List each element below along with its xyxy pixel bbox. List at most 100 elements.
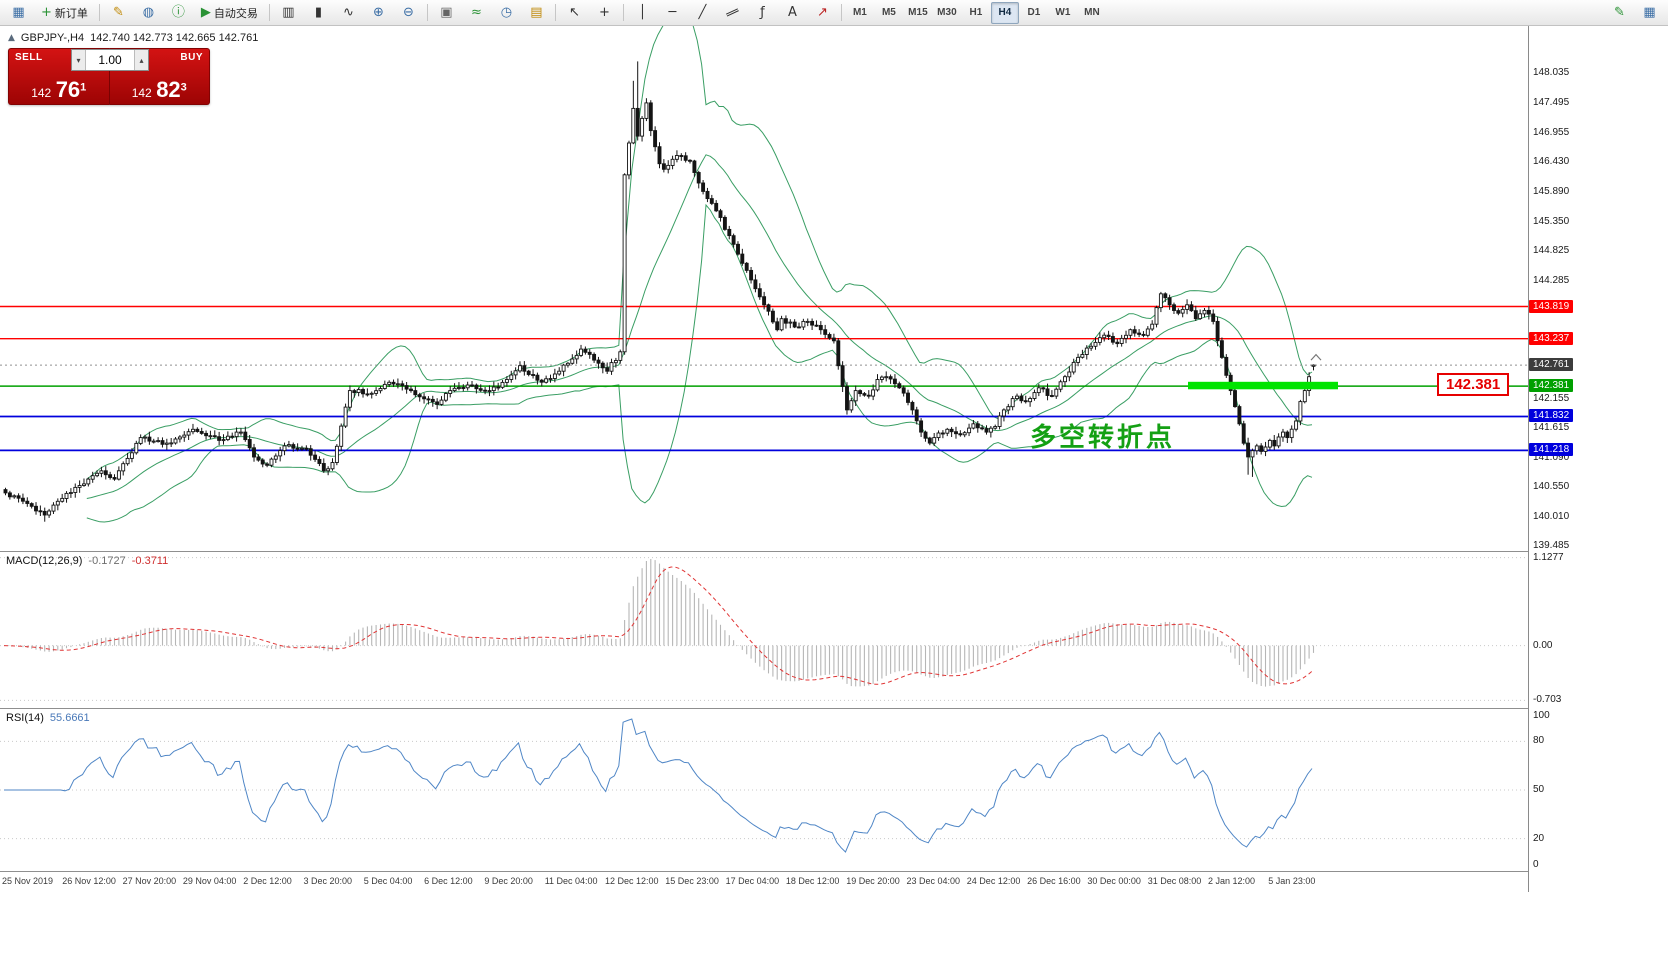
channel-icon: ∥ (724, 6, 741, 19)
timeframe-mn[interactable]: MN (1084, 7, 1100, 18)
date-label: 27 Nov 20:00 (122, 876, 177, 886)
timeframe-w1[interactable]: W1 (1055, 7, 1071, 18)
date-label: 23 Dec 04:00 (906, 876, 961, 886)
timeframe-h1[interactable]: H1 (969, 7, 983, 18)
volume-control: ▾ ▴ (71, 49, 149, 71)
quick-edit-button[interactable]: ✎ (1605, 2, 1634, 24)
axis-label: 0.00 (1533, 639, 1553, 651)
autotrading-button[interactable]: ▶ 自动交易 (194, 2, 265, 24)
trendline-icon: ╱ (698, 5, 707, 20)
price-callout-label[interactable]: 142.381 (1437, 373, 1510, 396)
zoom-out-button[interactable]: ⊖ (394, 2, 423, 24)
timeframe-m15[interactable]: M15 (908, 7, 928, 18)
line-chart-button[interactable]: ∿ (334, 2, 363, 24)
date-label: 26 Dec 16:00 (1027, 876, 1081, 886)
pane-splitter[interactable] (0, 871, 1528, 872)
axis-label: 139.485 (1533, 540, 1570, 552)
periods-button[interactable]: ◷ (492, 2, 521, 24)
date-label: 25 Nov 2019 (2, 876, 54, 886)
buy-button[interactable]: BUY 142 823 (108, 48, 210, 105)
volume-decrease-button[interactable]: ▾ (72, 50, 86, 70)
date-label: 2 Dec 12:00 (243, 876, 292, 886)
price-chart-pane[interactable]: ▲ GBPJPY-,H4 142.740 142.773 142.665 142… (0, 26, 1528, 551)
toolbar-separator (554, 4, 556, 21)
pane-splitter[interactable] (0, 551, 1528, 552)
time-axis[interactable]: 25 Nov 2019 26 Nov 12:00 27 Nov 20:00 29 No… (0, 872, 1528, 892)
chart-annotation-text[interactable]: 多空转折点 (1030, 422, 1176, 452)
axis-label: 146.430 (1533, 156, 1570, 168)
market-watch-icon: ◍ (142, 5, 155, 20)
timeframe-d1[interactable]: D1 (1027, 7, 1041, 18)
main-toolbar: ▦ + 新订单 ✎ ◍ ⓘ ▶ 自动交易 ▥ ▮ ∿ ⊕ ⊖ ▣ ≈ ◷ ▤ (0, 0, 1668, 26)
axis-label: 144.825 (1533, 244, 1570, 256)
timeframe-m5[interactable]: M5 (881, 7, 896, 18)
toolbar-separator (98, 4, 100, 21)
text-tool-icon: A (787, 5, 797, 20)
channel-tool-button[interactable]: ∥ (718, 2, 747, 24)
axis-label: 50 (1533, 784, 1545, 795)
line-chart-icon: ∿ (342, 5, 354, 20)
fibonacci-tool-button[interactable]: ƒ (748, 2, 777, 24)
date-label: 3 Dec 20:00 (303, 876, 353, 886)
date-label: 6 Dec 12:00 (424, 876, 473, 886)
timeframe-m30[interactable]: M30 (937, 7, 957, 18)
toolbar-right-group: ✎ ▦ (1605, 2, 1664, 24)
cursor-icon: ↖ (568, 5, 580, 20)
price-badge: 142.761 (1529, 358, 1574, 372)
new-order-label: 新订单 (54, 7, 88, 20)
crosshair-tool-button[interactable]: + (590, 2, 619, 24)
candlestick-chart-button[interactable]: ▮ (304, 2, 333, 24)
rsi-chart (0, 718, 1528, 853)
pane-splitter[interactable] (0, 708, 1528, 709)
date-label: 11 Dec 04:00 (544, 876, 598, 886)
new-chart-icon: ▦ (12, 5, 25, 20)
market-watch-button[interactable]: ◍ (134, 2, 163, 24)
price-axis[interactable]: 148.035 147.495 146.955 146.430 145.890 145.3… (1528, 26, 1668, 892)
text-tool-button[interactable]: A (778, 2, 807, 24)
new-chart-button[interactable]: ▦ (4, 2, 33, 24)
chart-panes: ▲ GBPJPY-,H4 142.740 142.773 142.665 142… (0, 26, 1528, 892)
timeframe-m1[interactable]: M1 (852, 7, 867, 18)
rsi-pane[interactable]: RSI(14) 55.6661 (0, 709, 1528, 871)
data-window-button[interactable]: ⓘ (164, 2, 193, 24)
play-icon: ▶ (200, 5, 211, 20)
axis-label: 140.550 (1533, 481, 1570, 493)
axis-label: 141.090 (1533, 451, 1570, 463)
zoom-out-icon: ⊖ (402, 5, 414, 20)
plus-icon: + (41, 5, 52, 20)
arrows-tool-button[interactable]: ↗ (808, 2, 837, 24)
timeframe-h4[interactable]: H4 (990, 1, 1019, 24)
windows-icon: ▦ (1643, 5, 1656, 20)
metaeditor-button[interactable]: ✎ (104, 2, 133, 24)
timeframe-group: M1 M5 M15 M30 H1 H4 D1 W1 MN (846, 1, 1106, 24)
macd-signal-value: -0.3711 (131, 555, 169, 567)
indicators-button[interactable]: ≈ (462, 2, 491, 24)
tile-windows-icon: ▣ (440, 5, 453, 20)
date-label: 26 Nov 12:00 (62, 876, 116, 886)
new-order-button[interactable]: + 新订单 (34, 2, 95, 24)
date-label: 12 Dec 12:00 (605, 876, 659, 886)
chart-title: ▲ GBPJPY-,H4 142.740 142.773 142.665 142… (8, 32, 258, 44)
tile-windows-button[interactable]: ▣ (432, 2, 461, 24)
macd-pane[interactable]: MACD(12,26,9) -0.1727 -0.3711 (0, 552, 1528, 708)
cursor-tool-button[interactable]: ↖ (560, 2, 589, 24)
price-badge: 141.832 (1529, 409, 1574, 423)
bar-chart-button[interactable]: ▥ (274, 2, 303, 24)
horizontal-line-tool-button[interactable]: ─ (658, 2, 687, 24)
symbol-period-label: GBPJPY-,H4 (20, 32, 85, 44)
volume-increase-button[interactable]: ▴ (134, 50, 148, 70)
zoom-in-button[interactable]: ⊕ (364, 2, 393, 24)
trendline-tool-button[interactable]: ╱ (688, 2, 717, 24)
date-label: 17 Dec 04:00 (725, 876, 780, 886)
axis-label: 142.155 (1533, 392, 1570, 404)
date-label: 2 Jan 12:00 (1208, 876, 1256, 886)
volume-input[interactable] (86, 50, 134, 70)
window-layout-button[interactable]: ▦ (1635, 2, 1664, 24)
templates-button[interactable]: ▤ (522, 2, 551, 24)
price-badge: 141.218 (1529, 443, 1574, 457)
axis-label: 145.890 (1533, 185, 1570, 197)
candlestick-chart[interactable] (0, 26, 1528, 551)
sell-price: 142 761 (31, 77, 87, 102)
axis-label: 1.1277 (1533, 551, 1564, 563)
vertical-line-tool-button[interactable]: │ (628, 2, 657, 24)
